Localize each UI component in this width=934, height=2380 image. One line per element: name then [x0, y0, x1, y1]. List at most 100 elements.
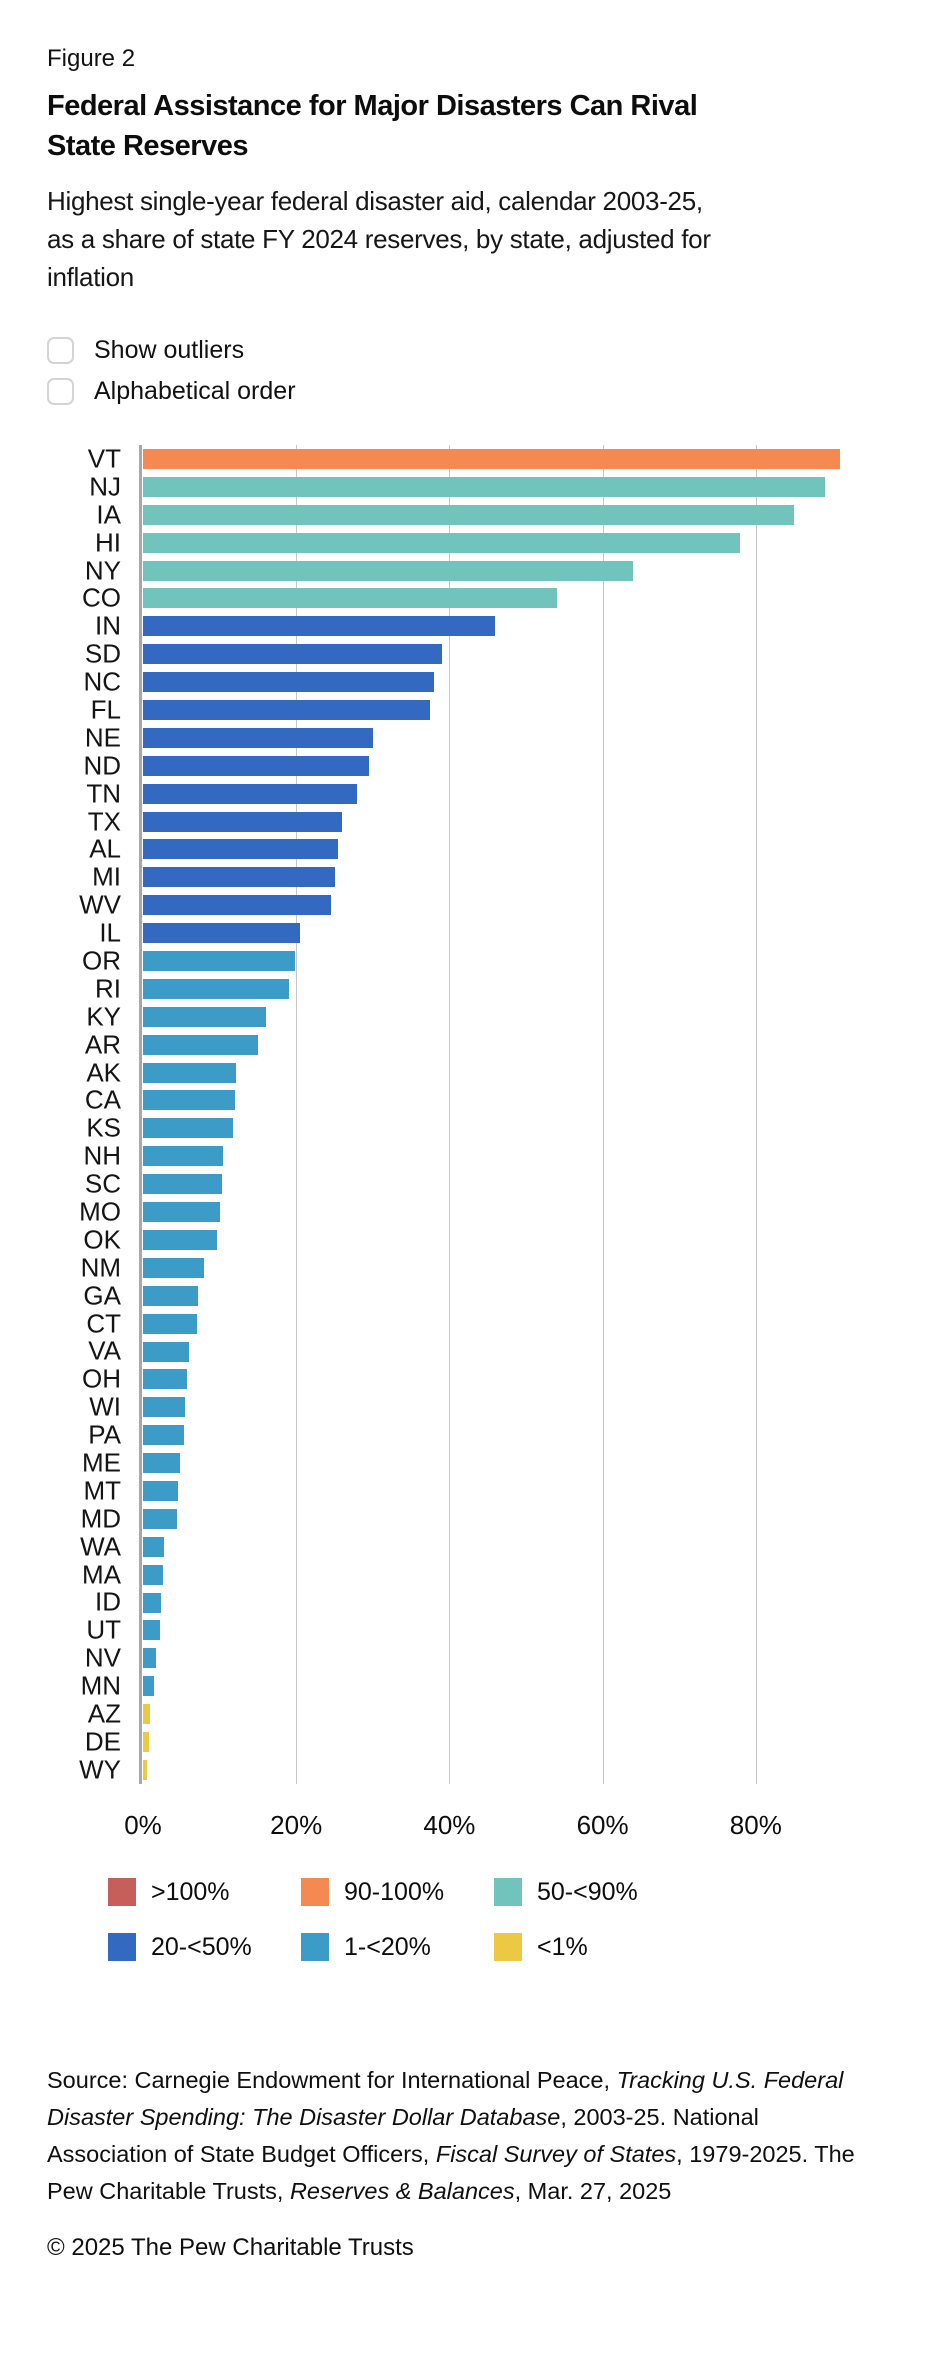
x-tick-label: 80% — [729, 1809, 782, 1840]
gridline — [449, 445, 451, 1784]
state-label: TN — [86, 778, 121, 809]
bar[interactable] — [143, 811, 343, 832]
subtitle-line-2: as a share of state FY 2024 reserves, by… — [47, 224, 711, 254]
bar[interactable] — [143, 1731, 150, 1752]
plot-rows: VT NJ IA HI NY CO IN SD NC FL NE — [79, 443, 932, 1784]
bar[interactable] — [143, 1704, 150, 1725]
bar[interactable] — [143, 1257, 205, 1278]
bar[interactable] — [143, 700, 431, 721]
page-title: Federal Assistance for Major Disasters C… — [47, 86, 934, 166]
state-label: AR — [84, 1029, 121, 1060]
state-label: IN — [95, 610, 121, 641]
bar[interactable] — [143, 644, 442, 665]
state-label: NY — [84, 555, 121, 585]
bar[interactable] — [143, 532, 741, 553]
bar[interactable] — [143, 1313, 197, 1334]
bar-row: CO — [82, 583, 932, 613]
bar[interactable] — [143, 978, 289, 999]
bar[interactable] — [143, 616, 496, 637]
source-note: Source: Carnegie Endowment for Internati… — [47, 2062, 862, 2210]
bar-row: NV — [85, 1643, 932, 1673]
alphabetical-order-checkbox-icon[interactable] — [47, 377, 74, 405]
state-label: KS — [86, 1112, 121, 1143]
bar-row: MA — [82, 1559, 932, 1589]
legend-swatch-icon — [108, 1933, 136, 1962]
bar[interactable] — [143, 1146, 224, 1167]
bar[interactable] — [143, 727, 373, 748]
bar[interactable] — [143, 449, 841, 469]
state-label: NJ — [89, 471, 121, 502]
bar[interactable] — [143, 504, 795, 525]
bar[interactable] — [143, 783, 358, 804]
show-outliers-control[interactable]: Show outliers — [47, 336, 244, 364]
bar[interactable] — [143, 1229, 218, 1250]
bar-row: VT — [88, 443, 932, 473]
bar[interactable] — [143, 1090, 235, 1111]
title-line-1: Federal Assistance for Major Disasters C… — [47, 90, 698, 122]
bar[interactable] — [143, 1397, 186, 1418]
bar-row: MI — [92, 862, 932, 892]
bar[interactable] — [143, 1174, 222, 1195]
bar[interactable] — [143, 895, 331, 916]
state-label: CT — [86, 1308, 121, 1339]
bar-row: SC — [85, 1169, 932, 1199]
bar[interactable] — [143, 755, 369, 776]
x-tick-label: 40% — [423, 1809, 476, 1840]
legend-swatch-icon — [301, 1878, 329, 1907]
bar[interactable] — [143, 839, 339, 860]
bar[interactable] — [143, 1062, 237, 1083]
state-label: ND — [83, 750, 121, 781]
bar[interactable] — [143, 1425, 185, 1446]
bar[interactable] — [143, 1620, 160, 1641]
alphabetical-order-control[interactable]: Alphabetical order — [47, 377, 296, 405]
state-label: NV — [84, 1642, 121, 1673]
bar-row: MT — [83, 1475, 932, 1505]
state-label: DE — [84, 1726, 121, 1757]
state-label: ID — [95, 1586, 121, 1617]
title-line-2: State Reserves — [47, 130, 248, 162]
bar[interactable] — [143, 1341, 189, 1362]
show-outliers-checkbox-icon[interactable] — [47, 336, 74, 364]
legend-item: 90-100% — [301, 1878, 494, 1907]
bar-row: AR — [85, 1029, 932, 1059]
bar-row: AK — [86, 1057, 932, 1087]
bar[interactable] — [143, 923, 301, 944]
bar[interactable] — [143, 951, 296, 972]
bar[interactable] — [143, 1118, 234, 1139]
state-label: WI — [89, 1391, 121, 1422]
legend-swatch-icon — [494, 1933, 522, 1962]
bar[interactable] — [143, 1592, 162, 1613]
state-label: SD — [84, 638, 121, 669]
source-text: , 2003-25. National Association of State… — [47, 2103, 759, 2167]
bar[interactable] — [143, 560, 634, 581]
show-outliers-label: Show outliers — [94, 335, 245, 364]
bar[interactable] — [143, 1508, 178, 1529]
bar[interactable] — [143, 1285, 199, 1306]
bar[interactable] — [143, 1369, 188, 1390]
bar[interactable] — [143, 1202, 220, 1223]
bar[interactable] — [143, 1480, 179, 1501]
bar[interactable] — [143, 1034, 258, 1055]
state-label: VT — [87, 443, 121, 474]
bar[interactable] — [143, 867, 335, 888]
bar-row: WA — [80, 1531, 932, 1561]
state-label: KY — [86, 1001, 121, 1032]
legend-label: <1% — [537, 1932, 588, 1961]
bar[interactable] — [143, 1453, 180, 1474]
bar[interactable] — [143, 476, 825, 497]
source-text: , 1979-2025. The Pew Charitable Trusts, — [47, 2140, 855, 2204]
state-label: PA — [88, 1419, 121, 1450]
gridline — [755, 445, 757, 1784]
bar[interactable] — [143, 1564, 163, 1585]
bar[interactable] — [143, 1676, 154, 1697]
bar[interactable] — [143, 588, 557, 609]
bar-row: GA — [83, 1280, 932, 1310]
state-label: IA — [96, 499, 121, 530]
bar-row: OR — [82, 945, 932, 975]
bar[interactable] — [143, 672, 435, 693]
bar[interactable] — [143, 1759, 147, 1780]
bar[interactable] — [143, 1648, 157, 1669]
bar-row: MN — [81, 1671, 932, 1701]
bar[interactable] — [143, 1006, 266, 1027]
bar[interactable] — [143, 1536, 164, 1557]
